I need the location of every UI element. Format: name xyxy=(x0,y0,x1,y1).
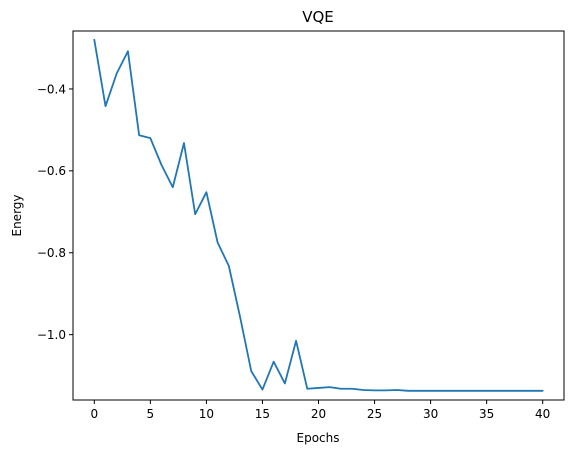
x-tick-label: 20 xyxy=(311,407,326,421)
series-line xyxy=(93,38,544,392)
x-tick-label: 40 xyxy=(535,407,550,421)
x-tick-label: 30 xyxy=(423,407,438,421)
plot-area xyxy=(93,38,544,392)
chart-title: VQE xyxy=(302,8,334,26)
x-axis: 0 5 10 15 20 25 30 35 40 xyxy=(90,400,550,421)
x-tick-label: 0 xyxy=(90,407,98,421)
y-tick-label: −0.4 xyxy=(37,82,66,96)
x-tick-label: 25 xyxy=(367,407,382,421)
x-tick-label: 35 xyxy=(479,407,494,421)
y-axis-label: Energy xyxy=(10,194,24,236)
x-tick-label: 10 xyxy=(199,407,214,421)
plot-frame xyxy=(72,30,565,401)
x-axis-label: Epochs xyxy=(297,431,340,445)
y-tick-label: −0.8 xyxy=(37,246,66,260)
x-tick-label: 15 xyxy=(255,407,270,421)
y-axis: −0.4 −0.6 −0.8 −1.0 xyxy=(37,82,73,342)
x-tick-label: 5 xyxy=(147,407,155,421)
y-tick-label: −1.0 xyxy=(37,328,66,342)
y-tick-label: −0.6 xyxy=(37,164,66,178)
